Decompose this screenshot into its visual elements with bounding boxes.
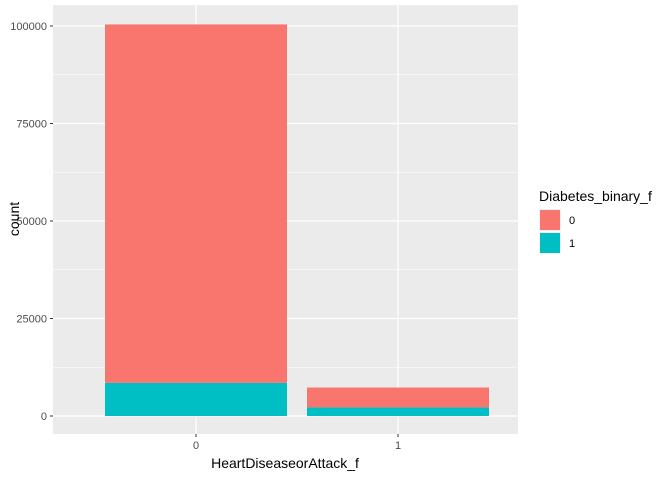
bar-segment xyxy=(307,387,489,408)
y-axis-title: count xyxy=(6,202,22,236)
y-tick-label: 75000 xyxy=(16,119,47,131)
bar-segment xyxy=(105,24,287,383)
bar-segment xyxy=(307,407,489,416)
legend: Diabetes_binary_f 0 1 xyxy=(539,188,652,254)
y-axis: 0 25000 50000 75000 100000 xyxy=(10,21,53,423)
legend-swatch xyxy=(540,233,560,253)
x-tick-label: 1 xyxy=(395,440,401,452)
y-tick-label: 50000 xyxy=(16,216,47,228)
x-axis-title: HeartDiseaseorAttack_f xyxy=(211,455,359,471)
bars xyxy=(105,24,489,416)
legend-label: 0 xyxy=(569,215,575,227)
legend-title: Diabetes_binary_f xyxy=(539,188,652,204)
y-tick-label: 100000 xyxy=(10,21,47,33)
legend-label: 1 xyxy=(569,238,575,250)
y-tick-label: 0 xyxy=(41,411,47,423)
x-tick-label: 0 xyxy=(193,440,199,452)
y-tick-label: 25000 xyxy=(16,314,47,326)
bar-segment xyxy=(105,382,287,416)
legend-swatch xyxy=(540,210,560,230)
